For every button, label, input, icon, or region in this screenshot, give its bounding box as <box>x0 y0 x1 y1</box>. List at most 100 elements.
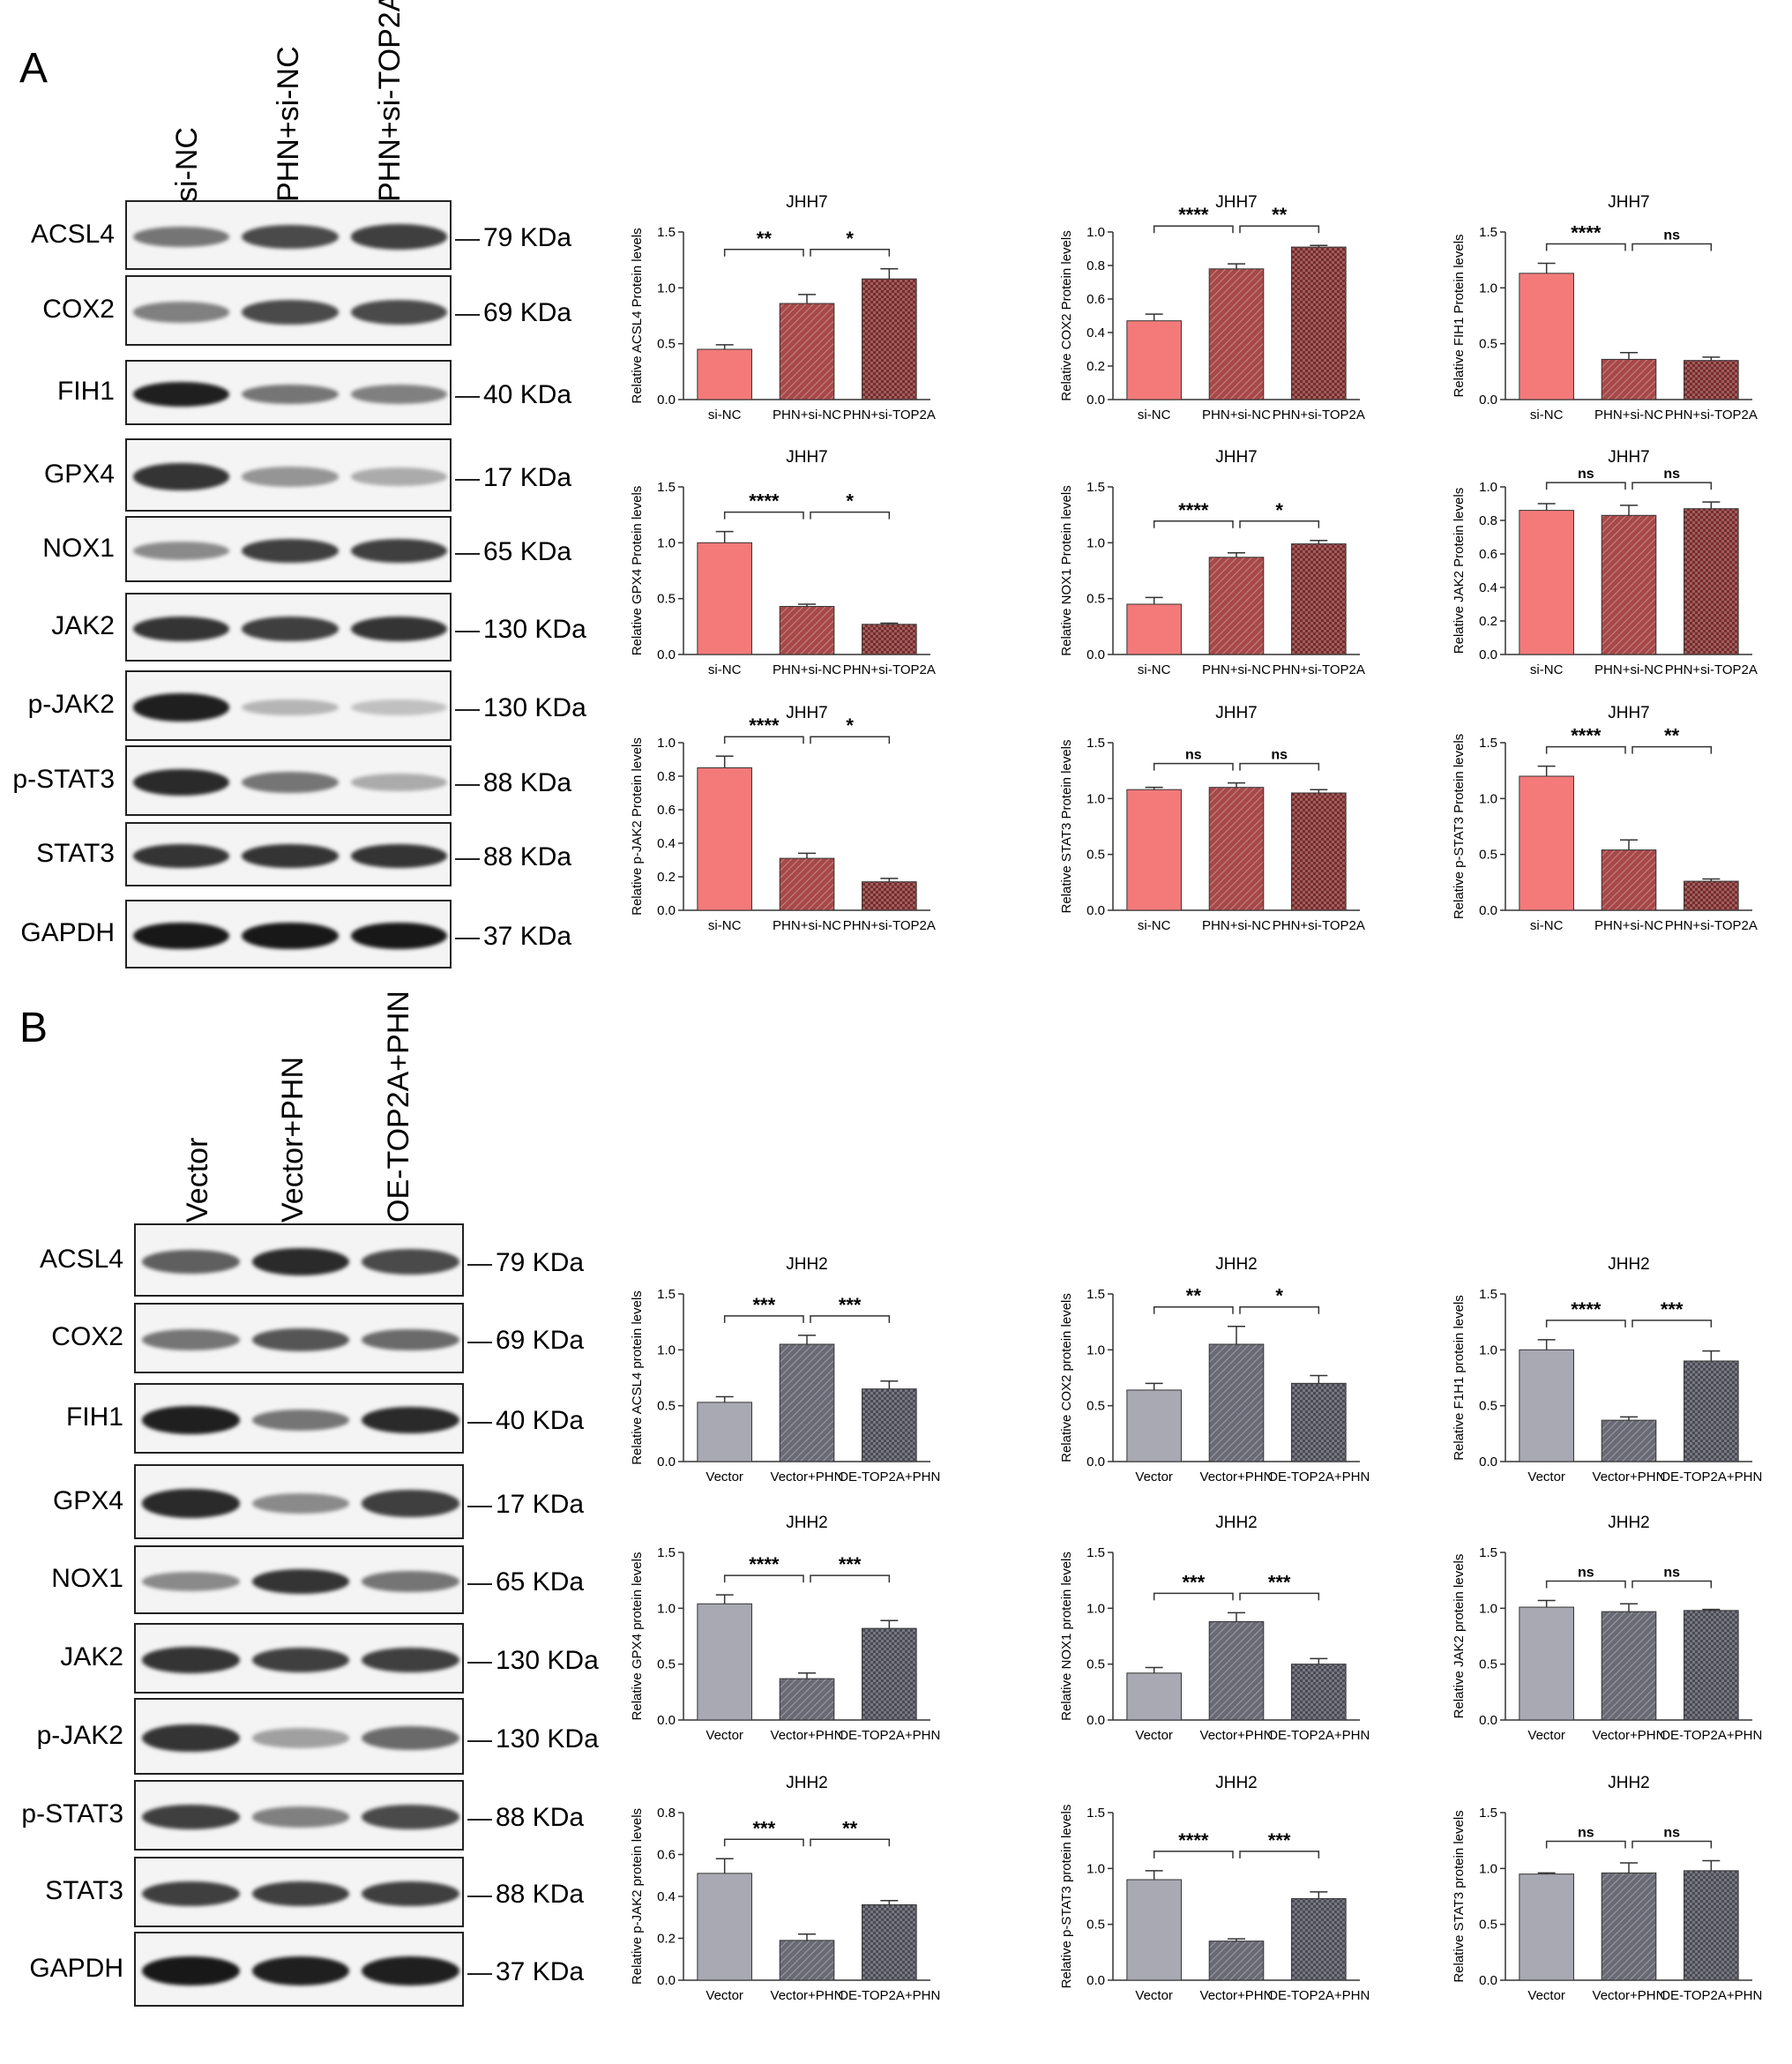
protein-band <box>242 224 339 250</box>
protein-label: STAT3 <box>45 1876 123 1905</box>
y-tick-label: 0.6 <box>1086 292 1105 307</box>
y-tick-label: 0.8 <box>1086 258 1105 273</box>
y-tick-label: 1.5 <box>657 1545 676 1560</box>
kda-label: 40 KDa <box>496 1406 585 1435</box>
x-tick-label: PHN+si-NC <box>1594 662 1663 677</box>
bar <box>1291 1898 1347 1981</box>
x-tick-label: Vector+PHN <box>1200 1988 1273 2003</box>
protein-band <box>133 693 230 722</box>
x-tick-label: PHN+si-TOP2A <box>843 408 936 423</box>
bar <box>1291 543 1347 655</box>
x-tick-label: Vector+PHN <box>771 1728 844 1743</box>
x-tick-label: OE-TOP2A+PHN <box>1660 1988 1762 2003</box>
y-axis-label: Relative NOX1 Protein levels <box>1059 485 1074 655</box>
protein-band <box>362 1490 459 1517</box>
y-tick-label: 1.0 <box>657 1342 676 1357</box>
x-tick-label: OE-TOP2A+PHN <box>1267 1469 1370 1484</box>
protein-band <box>142 1881 240 1907</box>
chart-title: JHH7 <box>1608 193 1650 212</box>
protein-band <box>251 1492 350 1514</box>
y-tick-label: 0.0 <box>1086 393 1105 408</box>
y-tick-label: 1.0 <box>657 535 676 550</box>
y-axis-label: Relative GPX4 protein levels <box>630 1552 645 1721</box>
bar-chart: JHH7 Relative NOX1 Protein levels 0.0 0.5 1.… <box>1059 448 1365 677</box>
protein-label: COX2 <box>42 295 115 324</box>
protein-band <box>133 922 230 950</box>
y-tick-label: 1.0 <box>1086 225 1105 240</box>
y-tick-label: 1.0 <box>1086 1342 1105 1357</box>
significance-bracket <box>810 736 891 744</box>
significance-bracket <box>810 249 891 257</box>
significance-label: *** <box>1182 1571 1205 1593</box>
protein-band <box>133 463 230 490</box>
y-tick-label: 1.5 <box>1086 480 1105 495</box>
bar <box>1291 1382 1347 1462</box>
protein-band <box>133 616 230 642</box>
protein-label: ACSL4 <box>39 1244 123 1274</box>
y-tick-label: 0.0 <box>657 1973 676 1988</box>
kda-tick <box>455 314 480 316</box>
x-tick-label: Vector <box>706 1469 743 1484</box>
x-tick-label: PHN+si-TOP2A <box>1665 662 1758 677</box>
protein-band <box>133 844 230 868</box>
blot-strip <box>125 516 452 582</box>
y-tick-label: 1.5 <box>1086 1287 1105 1302</box>
protein-band <box>242 771 339 794</box>
y-tick-label: 1.5 <box>1479 1806 1497 1821</box>
protein-band <box>362 1805 459 1829</box>
y-tick-label: 1.0 <box>1479 1861 1497 1876</box>
protein-label: GAPDH <box>20 918 115 947</box>
significance-bracket <box>810 1315 891 1323</box>
significance-bracket <box>723 511 804 520</box>
protein-band <box>350 774 447 791</box>
blot-strip <box>134 1383 464 1454</box>
significance-bracket <box>1239 225 1320 234</box>
x-tick-label: PHN+si-TOP2A <box>843 662 936 677</box>
protein-label: GPX4 <box>52 1485 123 1515</box>
y-axis-label: Relative p-JAK2 Protein levels <box>630 737 645 916</box>
kda-label: 88 KDa <box>483 768 572 797</box>
bar <box>1208 1621 1265 1721</box>
significance-label: * <box>846 490 854 512</box>
y-tick-label: 0.5 <box>1479 1918 1497 1933</box>
significance-bracket <box>1239 520 1320 528</box>
chart-title: JHH2 <box>1608 1514 1650 1532</box>
blot-strip <box>125 670 452 741</box>
blot-strip <box>134 1698 464 1775</box>
x-tick-label: si-NC <box>1138 662 1171 677</box>
bar <box>1684 360 1739 400</box>
significance-label: ns <box>1663 1565 1680 1580</box>
protein-band <box>242 467 339 487</box>
kda-label: 88 KDa <box>496 1803 585 1832</box>
protein-band <box>251 1881 350 1907</box>
y-tick-label: 0.5 <box>1479 1657 1497 1672</box>
significance-bracket <box>1545 1320 1626 1327</box>
significance-bracket <box>723 1315 804 1323</box>
significance-bracket <box>1545 482 1626 490</box>
y-axis-label: Relative NOX1 protein levels <box>1059 1552 1074 1721</box>
x-tick-label: PHN+si-NC <box>773 662 841 677</box>
bar <box>862 881 917 911</box>
significance-bracket <box>1631 1580 1713 1589</box>
y-tick-label: 1.5 <box>1086 1545 1105 1560</box>
significance-bracket <box>1545 243 1626 251</box>
y-tick-label: 0.2 <box>657 1932 676 1947</box>
significance-bracket <box>1153 520 1234 528</box>
significance-label: **** <box>749 714 780 737</box>
bar <box>1684 508 1739 655</box>
protein-label: p-STAT3 <box>12 765 115 794</box>
y-tick-label: 0.4 <box>1479 580 1497 595</box>
protein-band <box>242 617 339 641</box>
bar-chart: JHH2 Relative F1H1 protein levels 0.0 0.5 1.… <box>1452 1255 1762 1484</box>
bar <box>1519 775 1574 911</box>
y-tick-label: 0.5 <box>1086 1918 1105 1933</box>
y-tick-label: 0.0 <box>1479 903 1497 918</box>
significance-label: ** <box>1664 725 1680 747</box>
significance-bracket <box>1631 482 1713 490</box>
blot-strip <box>125 200 452 270</box>
protein-label: JAK2 <box>60 1642 123 1671</box>
significance-label: *** <box>839 1553 862 1575</box>
kda-tick <box>467 1263 492 1266</box>
bar <box>779 1678 835 1721</box>
significance-bracket <box>723 736 804 744</box>
